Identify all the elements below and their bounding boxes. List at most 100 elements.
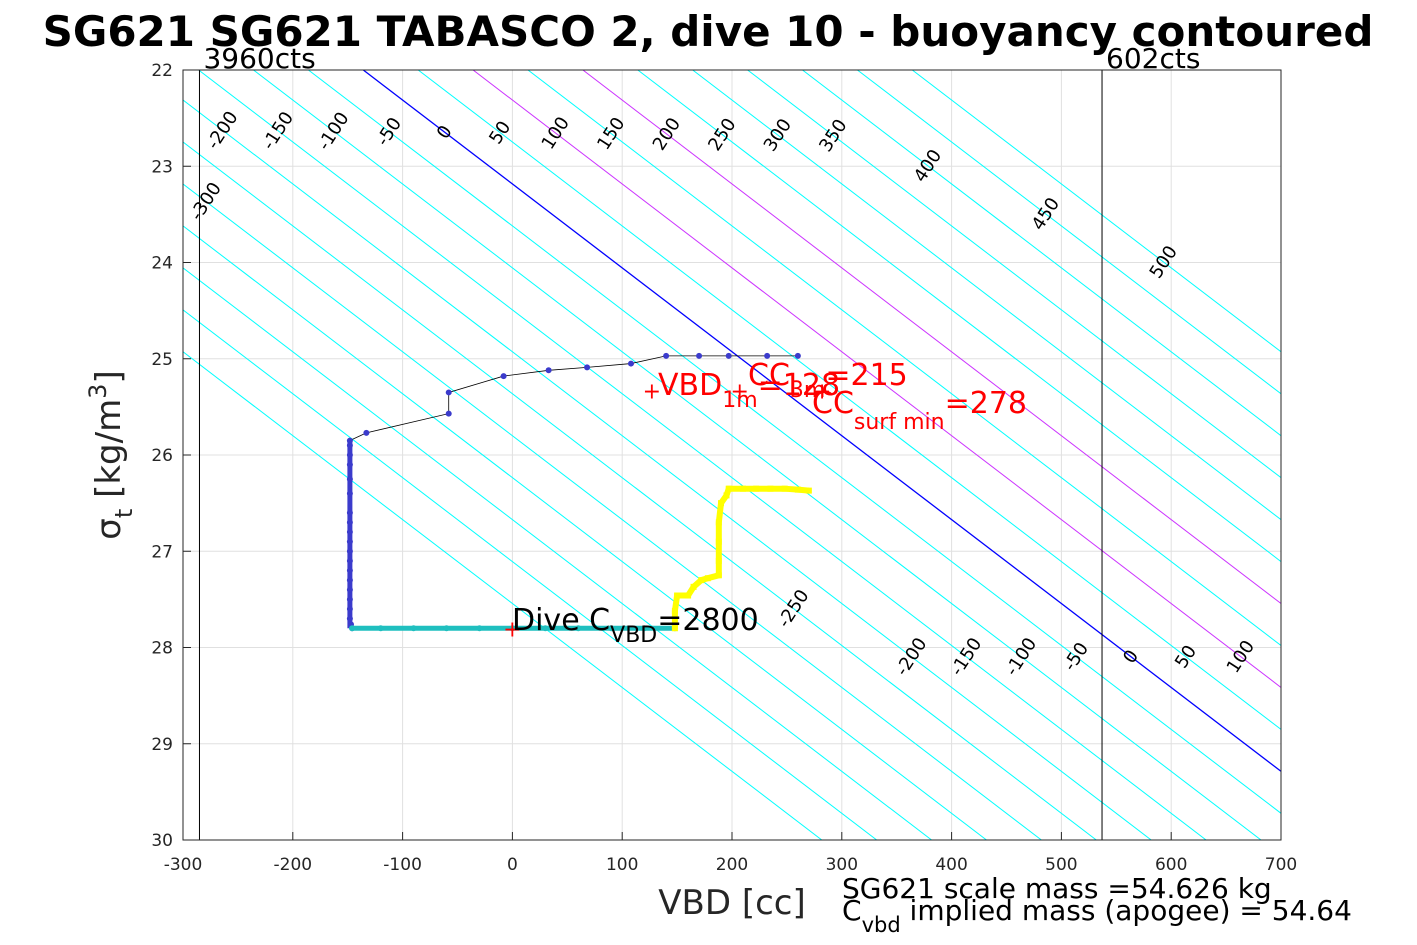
data-series: + + + + bbox=[346, 352, 831, 642]
svg-text:CCsurf min=278: CCsurf min=278 bbox=[812, 386, 1027, 435]
x-tick-label: 0 bbox=[507, 855, 518, 875]
contour-line bbox=[183, 309, 878, 840]
dive-point bbox=[346, 586, 353, 593]
dive-point bbox=[346, 490, 353, 497]
cc-3m-sub: 3m bbox=[790, 378, 825, 403]
contour-label: 250 bbox=[1387, 637, 1417, 677]
contour-line bbox=[911, 70, 1281, 353]
dive-point bbox=[346, 596, 353, 603]
dive-point bbox=[346, 442, 353, 449]
dive-point bbox=[627, 360, 634, 367]
dive-point bbox=[346, 437, 353, 444]
vbd-1m-prefix: VBD bbox=[658, 368, 722, 403]
contour-line bbox=[527, 70, 1281, 647]
y-tick-label: 26 bbox=[151, 446, 173, 466]
svg-text:σt [kg/m3]: σt [kg/m3] bbox=[84, 370, 138, 539]
vbd-1m-sub: 1m bbox=[722, 388, 757, 413]
dive-point bbox=[346, 509, 353, 516]
contour-line bbox=[308, 70, 1281, 814]
bottom-point bbox=[575, 625, 582, 632]
contour-line bbox=[198, 70, 1207, 840]
y-tick-label: 27 bbox=[151, 542, 173, 562]
cc-3m-suffix: =215 bbox=[825, 358, 907, 393]
x-tick-label: 200 bbox=[716, 855, 748, 875]
contour-line bbox=[183, 267, 932, 840]
bottom-point bbox=[608, 625, 615, 632]
y-tick-label: 23 bbox=[151, 157, 173, 177]
contour-line bbox=[747, 70, 1281, 479]
contour-line bbox=[183, 225, 987, 840]
svg-text:VBD1m=128: VBD1m=128 bbox=[658, 368, 840, 413]
dive-point bbox=[346, 548, 353, 555]
implied-mass-prefix: C bbox=[842, 894, 862, 927]
contour-line bbox=[472, 70, 1281, 689]
climb-trace bbox=[671, 485, 810, 629]
svg-text:Dive CVBD=2800: Dive CVBD=2800 bbox=[512, 603, 759, 648]
contour-line bbox=[417, 70, 1281, 731]
y-tick-label: 28 bbox=[151, 639, 173, 659]
chart-title: SG621 SG621 TABASCO 2, dive 10 - buoyanc… bbox=[43, 7, 1374, 56]
dive-point bbox=[794, 352, 801, 359]
dive-point bbox=[545, 367, 552, 374]
dive-point bbox=[346, 567, 353, 574]
dive-point bbox=[346, 452, 353, 458]
y-axis-label-sigma: σ bbox=[89, 518, 129, 540]
dive-point bbox=[346, 577, 353, 584]
implied-mass-suffix: implied mass (apogee) = 54.64 bbox=[901, 894, 1352, 927]
contour-line bbox=[253, 70, 1262, 840]
dive-point bbox=[500, 373, 507, 380]
y-axis-label-close: ] bbox=[89, 370, 129, 383]
y-tick-label: 22 bbox=[151, 61, 173, 81]
x-tick-label: -200 bbox=[274, 855, 313, 875]
dive-point bbox=[346, 519, 353, 526]
bottom-point bbox=[410, 625, 417, 632]
annotations: Dive CVBD=2800 VBD1m=128 CC3m=215 CCsurf… bbox=[512, 358, 1352, 937]
svg-text:CC3m=215: CC3m=215 bbox=[748, 358, 908, 403]
x-tick-label: -300 bbox=[164, 855, 203, 875]
dive-point bbox=[346, 529, 353, 535]
x-tick-label: 100 bbox=[606, 855, 638, 875]
implied-mass-sub: vbd bbox=[862, 913, 901, 937]
cc-surf-suffix: =278 bbox=[945, 386, 1027, 421]
scale-mass-text: SG621 scale mass =54.626 kg bbox=[842, 872, 1272, 905]
red-cross-marker: + bbox=[813, 380, 831, 405]
bottom-point bbox=[349, 625, 356, 632]
x-tick-label: -100 bbox=[383, 855, 422, 875]
y-tick-label: 30 bbox=[151, 831, 173, 851]
y-tick-label: 29 bbox=[151, 735, 173, 755]
bottom-point bbox=[542, 625, 549, 632]
dive-cvbd-prefix: Dive C bbox=[512, 603, 610, 638]
bottom-point bbox=[476, 625, 483, 632]
y-tick-label: 24 bbox=[151, 254, 173, 274]
axes: -300 -200 -100 0 100 200 300 400 500 600 700 22 23 24… bbox=[151, 61, 1297, 875]
bottom-point bbox=[641, 625, 648, 632]
x-tick-label: 500 bbox=[1045, 855, 1077, 875]
contour-line bbox=[362, 70, 1281, 773]
contour-label: 150 bbox=[1278, 637, 1314, 677]
dive-point bbox=[445, 389, 452, 396]
contour-label: -400 bbox=[31, 144, 71, 190]
dive-cvbd-sub: VBD bbox=[610, 623, 657, 648]
dive-point bbox=[725, 352, 732, 359]
dive-point bbox=[346, 538, 353, 545]
y-axis-label-exp: 3 bbox=[84, 384, 112, 399]
cc-surf-sub: surf min bbox=[854, 410, 945, 435]
x-tick-label: 400 bbox=[935, 855, 967, 875]
contour-line bbox=[183, 99, 1152, 840]
dive-point bbox=[346, 476, 353, 483]
bottom-point bbox=[377, 625, 384, 632]
cc-3m-prefix: CC bbox=[748, 358, 790, 393]
y-tick-label: 25 bbox=[151, 350, 173, 370]
dive-point bbox=[696, 352, 703, 359]
red-cross-marker: + bbox=[643, 380, 661, 405]
vbd-1m-suffix: =128 bbox=[758, 368, 840, 403]
svg-text:Cvbd implied mass (apogee) = 5: Cvbd implied mass (apogee) = 54.64 bbox=[842, 894, 1352, 937]
contour-line bbox=[692, 70, 1281, 521]
contour-line bbox=[582, 70, 1281, 605]
contour-line bbox=[802, 70, 1281, 437]
y-axis-label-sub: t bbox=[110, 509, 138, 518]
y-axis-label: σt [kg/m3] bbox=[84, 370, 138, 539]
y-axis-label-units: [kg/m bbox=[89, 399, 129, 509]
contour-line bbox=[183, 141, 1097, 840]
